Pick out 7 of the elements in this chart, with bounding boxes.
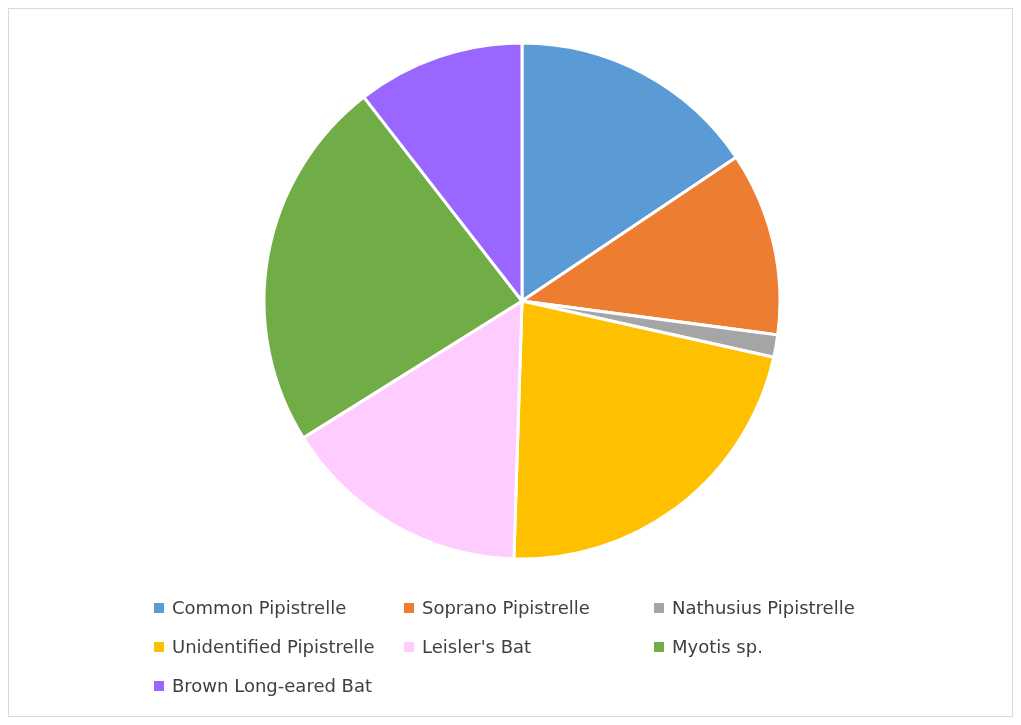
legend-label: Common Pipistrelle — [172, 597, 347, 618]
legend-label: Leisler's Bat — [422, 636, 532, 657]
legend-label: Unidentified Pipistrelle — [172, 636, 375, 657]
legend-label: Nathusius Pipistrelle — [672, 597, 855, 618]
legend-label: Soprano Pipistrelle — [422, 597, 590, 618]
legend-label: Brown Long-eared Bat — [172, 675, 373, 696]
legend-label: Myotis sp. — [672, 636, 763, 657]
